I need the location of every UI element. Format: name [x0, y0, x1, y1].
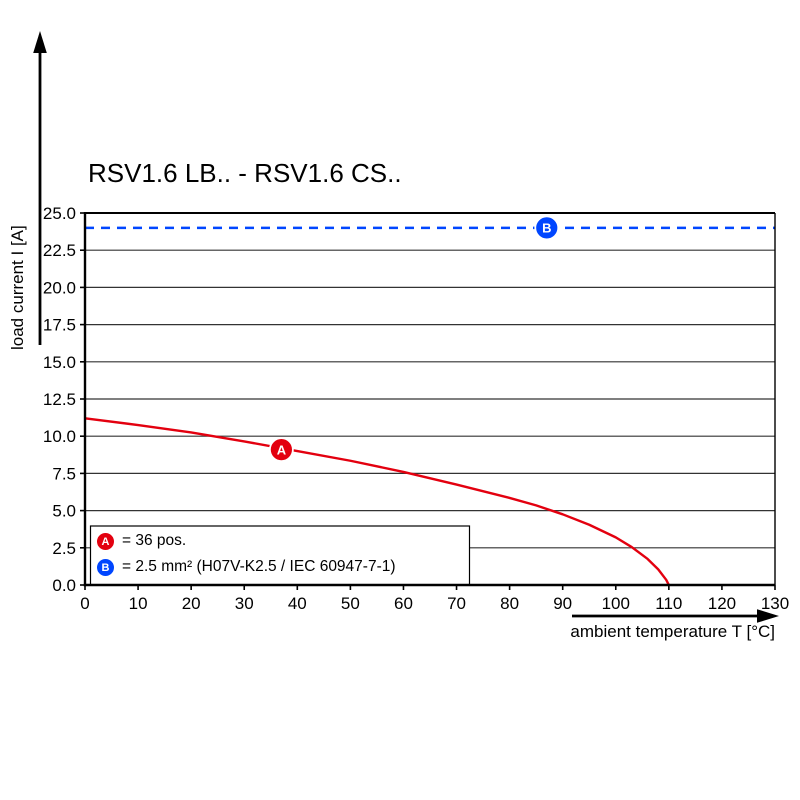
chart-title: RSV1.6 LB.. - RSV1.6 CS.. [88, 158, 402, 188]
y-tick-label: 2.5 [52, 539, 76, 558]
y-tick-label: 20.0 [43, 278, 76, 297]
x-axis-arrow-head [757, 609, 779, 623]
y-tick-label: 10.0 [43, 427, 76, 446]
x-tick-label: 130 [761, 594, 789, 613]
y-tick-label: 12.5 [43, 390, 76, 409]
x-tick-label: 80 [500, 594, 519, 613]
marker-b-bubble [534, 215, 560, 241]
y-tick-label: 7.5 [52, 464, 76, 483]
x-tick-label: 20 [182, 594, 201, 613]
legend-box [89, 525, 471, 586]
x-tick-label: 60 [394, 594, 413, 613]
x-tick-label: 70 [447, 594, 466, 613]
y-tick-label: 25.0 [43, 204, 76, 223]
marker-a-label: A [277, 442, 287, 457]
x-tick-label: 100 [602, 594, 630, 613]
series-a-line [84, 417, 670, 586]
x-tick-label: 0 [80, 594, 89, 613]
x-tick-label: 120 [708, 594, 736, 613]
marker-a-bubble [268, 437, 294, 462]
y-tick-label: 22.5 [43, 241, 76, 260]
x-tick-label: 50 [341, 594, 360, 613]
x-tick-label: 10 [129, 594, 148, 613]
x-tick-label: 40 [288, 594, 307, 613]
x-tick-label: 110 [655, 594, 682, 613]
x-tick-label: 90 [553, 594, 572, 613]
y-tick-label: 0.0 [52, 576, 76, 595]
x-tick-label: 30 [235, 594, 254, 613]
y-tick-label: 15.0 [43, 353, 76, 372]
marker-b-label: B [542, 221, 551, 236]
y-tick-label: 17.5 [43, 316, 76, 335]
y-tick-label: 5.0 [52, 502, 76, 521]
y-axis-arrow-head [33, 31, 47, 53]
x-axis-label: ambient temperature T [°C] [570, 622, 775, 641]
